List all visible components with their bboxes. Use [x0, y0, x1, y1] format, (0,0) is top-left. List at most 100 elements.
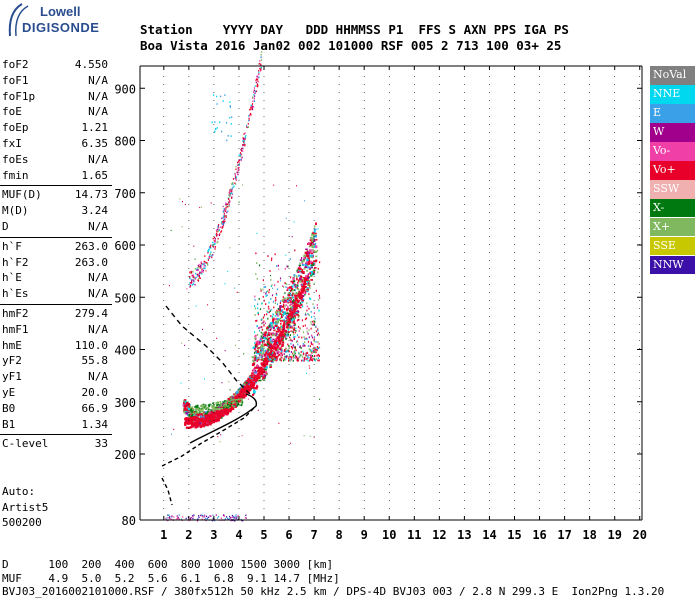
echo-dot: [231, 514, 234, 517]
echo-dot: [282, 314, 284, 316]
echo-dot: [203, 404, 206, 407]
echo-dot: [309, 350, 311, 352]
echo-dot: [285, 254, 287, 256]
echo-dot: [259, 354, 261, 357]
echo-dot: [311, 240, 314, 242]
echo-dot: [302, 295, 305, 297]
echo-dot: [307, 266, 309, 269]
echo-dot: [248, 119, 250, 122]
echo-dot: [290, 306, 292, 309]
echo-dot: [309, 345, 311, 348]
echo-dot: [222, 514, 225, 517]
echo-dot: [315, 289, 317, 292]
echo-dot: [314, 250, 318, 254]
echo-dot: [256, 377, 259, 380]
echo-dot: [312, 343, 314, 346]
echo-dot: [189, 412, 192, 414]
echo-dot: [277, 314, 279, 317]
echo-dot: [294, 303, 297, 306]
echo-dot: [274, 253, 276, 256]
echo-dot: [265, 295, 267, 297]
echo-dot: [225, 203, 227, 206]
echo-dot: [231, 189, 233, 191]
echo-dot: [260, 318, 262, 321]
echo-dot: [291, 339, 293, 342]
echo-dot: [263, 286, 265, 289]
echo-dot: [254, 348, 256, 351]
echo-dot: [233, 518, 235, 520]
echo-dot: [210, 202, 212, 204]
echo-dot: [250, 106, 252, 109]
echo-dot: [207, 407, 210, 409]
echo-dot: [275, 311, 278, 314]
echo-dot: [288, 327, 290, 329]
echo-dot: [306, 355, 308, 357]
echo-dot: [318, 298, 320, 301]
echo-dot: [214, 246, 216, 248]
echo-dot: [239, 394, 242, 397]
echo-dot: [260, 335, 262, 338]
echo-dot: [284, 355, 286, 358]
param-row-hmf1: hmF1 N/A: [0, 323, 112, 339]
echo-dot: [186, 288, 188, 290]
legend-item-x: X+: [650, 217, 695, 237]
echo-dot: [252, 356, 254, 359]
echo-dot: [182, 201, 183, 203]
echo-dot: [240, 148, 242, 151]
echo-dot: [261, 328, 263, 331]
param-value: 4.550: [74, 58, 108, 71]
echo-dot: [210, 421, 213, 424]
echo-dot: [196, 420, 200, 423]
echo-dot: [268, 291, 270, 294]
echo-dot: [253, 374, 257, 377]
echo-dot: [285, 356, 287, 358]
echo-dot: [260, 54, 262, 56]
echo-dot: [168, 285, 170, 287]
echo-dot: [259, 339, 263, 342]
echo-dot: [176, 518, 178, 520]
echo-dot: [287, 287, 289, 290]
echo-dot: [197, 275, 199, 277]
echo-dot: [231, 187, 233, 190]
echo-dot: [292, 292, 294, 295]
echo-dot: [199, 410, 202, 413]
echo-dot: [296, 334, 299, 337]
echo-dot: [216, 235, 218, 237]
echo-dot: [235, 179, 237, 181]
param-separator: [0, 185, 112, 187]
echo-dot: [278, 311, 282, 314]
echo-dot: [270, 279, 272, 281]
echo-dot: [302, 343, 304, 345]
x-tick-label: 10: [382, 528, 396, 542]
echo-dot: [193, 514, 195, 516]
echo-dot: [276, 332, 278, 335]
echo-dot: [260, 372, 263, 375]
echo-dot: [223, 212, 225, 215]
echo-dot: [316, 334, 319, 336]
param-name: h`E: [2, 271, 22, 285]
echo-dot: [255, 343, 257, 346]
echo-dot: [284, 331, 286, 334]
echo-dot: [300, 278, 304, 281]
echo-dot: [239, 152, 242, 154]
echo-dot: [295, 332, 296, 334]
echo-dot: [206, 419, 209, 422]
echo-dot: [297, 293, 301, 297]
y-tick-label: 300: [114, 396, 136, 410]
echo-dot: [286, 312, 289, 314]
echo-dot: [260, 344, 264, 348]
echo-dot: [295, 313, 298, 316]
echo-dot: [210, 515, 212, 517]
echo-dot: [262, 316, 265, 319]
echo-dot: [293, 337, 295, 340]
echo-dot: [232, 183, 234, 186]
echo-dot: [315, 341, 317, 343]
echo-dot: [254, 95, 256, 97]
echo-dot: [207, 259, 209, 261]
echo-dot: [270, 336, 272, 339]
echo-dot: [280, 354, 282, 357]
echo-dot: [263, 352, 265, 355]
echo-dot: [284, 267, 286, 270]
echo-dot: [261, 51, 263, 53]
